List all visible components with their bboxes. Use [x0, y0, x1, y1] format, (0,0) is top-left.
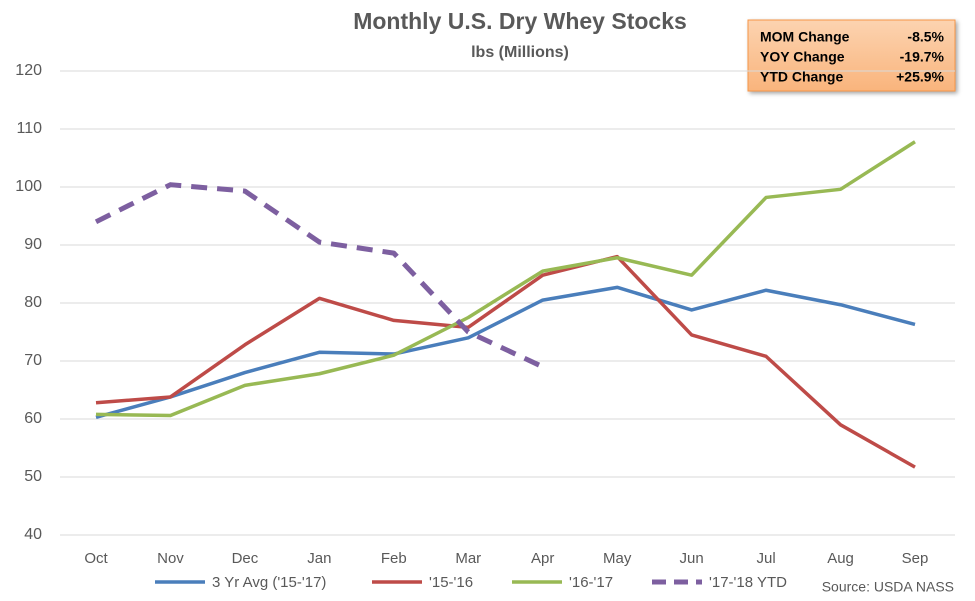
y-tick-label: 90 [24, 236, 42, 253]
x-tick-label: Aug [827, 550, 854, 567]
info-label: YTD Change [760, 69, 843, 85]
chart-subtitle: lbs (Millions) [471, 44, 569, 61]
series-line [95, 140, 916, 418]
y-tick-label: 110 [16, 120, 42, 137]
y-tick-label: 40 [24, 526, 42, 543]
chart-title: Monthly U.S. Dry Whey Stocks [353, 8, 687, 34]
source: Source: USDA NASS [822, 579, 954, 595]
legend-label: 3 Yr Avg ('15-'17) [212, 574, 326, 591]
x-tick-label: Jan [307, 550, 331, 567]
info-box [747, 19, 956, 92]
y-tick-label: 60 [24, 410, 42, 427]
series-line [95, 285, 916, 419]
y-tick-label: 100 [15, 178, 42, 195]
y-tick-label: 50 [24, 468, 42, 485]
y-tick-label: 80 [24, 294, 42, 311]
y-tick-label: 70 [24, 352, 42, 369]
x-tick-label: Sep [902, 550, 929, 567]
info-label: MOM Change [760, 29, 850, 45]
x-tick-label: Dec [232, 550, 259, 567]
series-line [95, 254, 916, 469]
legend-label: '17-'18 YTD [709, 574, 787, 591]
y-tick-label: 120 [15, 62, 42, 79]
info-label: YOY Change [760, 49, 845, 65]
x-tick-label: May [603, 550, 632, 567]
legend-label: '15-'16 [429, 574, 473, 591]
x-tick-label: Jul [756, 550, 775, 567]
info-value: -8.5% [907, 29, 944, 45]
x-tick-label: Apr [531, 550, 554, 567]
legend-label: '16-'17 [569, 574, 613, 591]
info-value: -19.7% [900, 49, 945, 65]
x-tick-label: Feb [381, 550, 407, 567]
x-tick-label: Mar [455, 550, 481, 567]
x-tick-label: Jun [680, 550, 704, 567]
info-value: +25.9% [896, 69, 944, 85]
x-tick-label: Oct [84, 550, 108, 567]
x-tick-label: Nov [157, 550, 184, 567]
series-line [94, 182, 544, 370]
